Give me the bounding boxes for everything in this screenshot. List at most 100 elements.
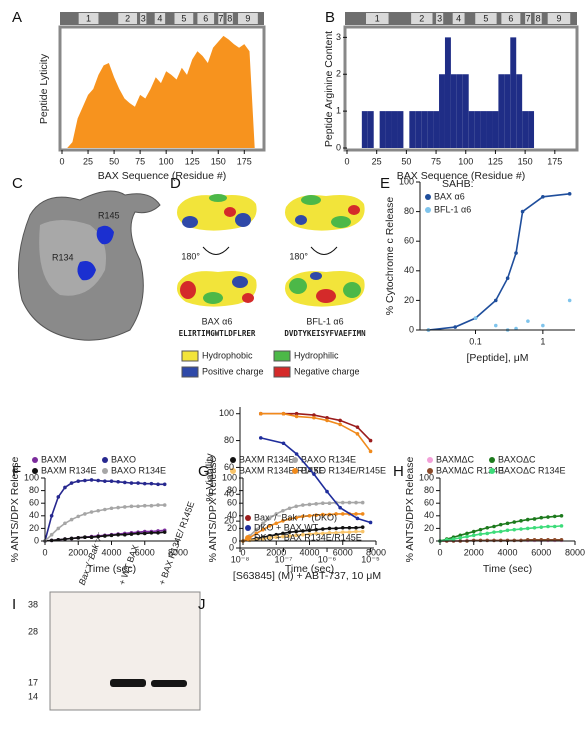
- legend-swatch: [273, 350, 291, 362]
- data-point: [142, 503, 147, 508]
- data-point: [478, 527, 483, 532]
- data-point: [307, 528, 312, 533]
- data-point: [109, 506, 114, 511]
- data-point: [63, 537, 67, 541]
- data-point: [294, 529, 299, 534]
- data-point: [520, 209, 525, 214]
- data-point: [314, 531, 318, 536]
- y-tick-label: 1: [336, 106, 341, 116]
- data-point: [354, 529, 358, 534]
- data-point: [360, 529, 365, 534]
- data-point: [505, 521, 510, 526]
- data-point: [294, 411, 299, 416]
- x-tick-label: 125: [488, 156, 503, 166]
- data-point: [321, 527, 325, 531]
- helix: [547, 13, 571, 24]
- y-tick-label: 40: [224, 489, 234, 499]
- mw-marker: 28: [28, 626, 38, 636]
- legend-label: BAXMΔC R134E: [436, 465, 504, 475]
- step-bar: [444, 37, 451, 148]
- y-tick-label: 100: [419, 472, 434, 482]
- blot-band: [151, 680, 187, 687]
- x-tick-label: 10⁻⁵: [361, 554, 380, 564]
- data-point: [327, 501, 332, 506]
- panel-label: B: [325, 9, 335, 26]
- legend-marker: [489, 468, 495, 474]
- helix: [525, 13, 532, 24]
- y-tick-label: 40: [404, 265, 414, 275]
- chart: 0 20 40 60 80 100 0.1 1 % Cytochrome c Release [P…: [384, 176, 575, 364]
- legend-label: BAX α6: [434, 191, 465, 201]
- data-point: [539, 515, 544, 520]
- x-tick-label: 8000: [168, 547, 188, 557]
- y-axis-label: Peptide Arginine Content: [323, 31, 335, 147]
- y-tick-label: 100: [222, 472, 237, 482]
- data-point: [354, 500, 358, 505]
- helix-label: 1: [375, 13, 380, 23]
- data-point: [89, 478, 94, 482]
- helix-label: 9: [245, 13, 250, 23]
- y-tick-label: 60: [224, 462, 234, 472]
- data-point: [89, 535, 94, 540]
- rotation-arrow: [202, 246, 230, 255]
- legend-marker: [230, 468, 236, 474]
- x-tick-label: 10⁻⁷: [275, 554, 293, 564]
- data-point: [301, 503, 305, 507]
- data-point: [471, 533, 476, 538]
- data-point: [552, 524, 557, 529]
- x-axis-label: Time (sec): [483, 563, 532, 575]
- helix: [501, 13, 521, 24]
- legend-label: BAXM R134E: [41, 465, 97, 475]
- x-tick-label: 100: [159, 156, 174, 166]
- helix: [534, 13, 542, 24]
- y-tick-label: 40: [29, 510, 39, 520]
- data-point: [307, 502, 312, 507]
- legend-marker: [32, 468, 38, 474]
- legend-label: Hydrophobic: [202, 350, 253, 360]
- step-bar: [427, 111, 434, 148]
- data-point: [281, 519, 285, 523]
- y-tick-label: 40: [227, 510, 237, 520]
- legend-swatch: [273, 366, 291, 378]
- data-point: [347, 525, 352, 530]
- step-bar: [450, 74, 457, 148]
- panel-label: C: [12, 175, 23, 192]
- legend-marker: [245, 525, 251, 531]
- data-point: [340, 525, 345, 530]
- legend-marker: [102, 468, 108, 474]
- peptide-name: BAX α6: [202, 316, 233, 326]
- data-point: [541, 323, 545, 328]
- y-tick-label: 60: [29, 498, 39, 508]
- x-axis-label: [S63845] (M) + ABT-737, 10 μM: [233, 570, 381, 582]
- helix: [197, 13, 215, 24]
- data-point: [156, 531, 160, 535]
- y-tick-label: 40: [424, 510, 434, 520]
- data-point: [96, 534, 100, 539]
- blot-membrane: [49, 591, 201, 711]
- legend-marker: [245, 515, 251, 521]
- data-point: [69, 517, 74, 522]
- data-point: [314, 527, 318, 532]
- data-point: [116, 505, 120, 510]
- x-tick-label: 150: [518, 156, 533, 166]
- data-point: [512, 538, 517, 543]
- x-axis-label: Time (sec): [285, 563, 334, 575]
- step-bar: [528, 111, 535, 148]
- data-point: [473, 316, 478, 320]
- peptide-name: BFL-1 α6: [306, 316, 343, 326]
- step-bar: [486, 111, 493, 148]
- data-point: [532, 517, 537, 521]
- data-point: [338, 418, 342, 423]
- step-bar: [367, 111, 374, 148]
- legend-marker: [427, 457, 433, 463]
- y-axis-label: Peptide Lyticity: [38, 53, 50, 124]
- helix: [238, 13, 258, 24]
- data-point: [294, 504, 299, 509]
- step-bar: [397, 111, 404, 148]
- x-tick-label: 6000: [333, 547, 353, 557]
- data-point: [354, 512, 358, 516]
- data-point: [261, 521, 265, 526]
- data-point: [498, 529, 503, 534]
- y-axis-label: % Cytochrome c Release: [384, 197, 396, 316]
- series-line: [439, 515, 562, 542]
